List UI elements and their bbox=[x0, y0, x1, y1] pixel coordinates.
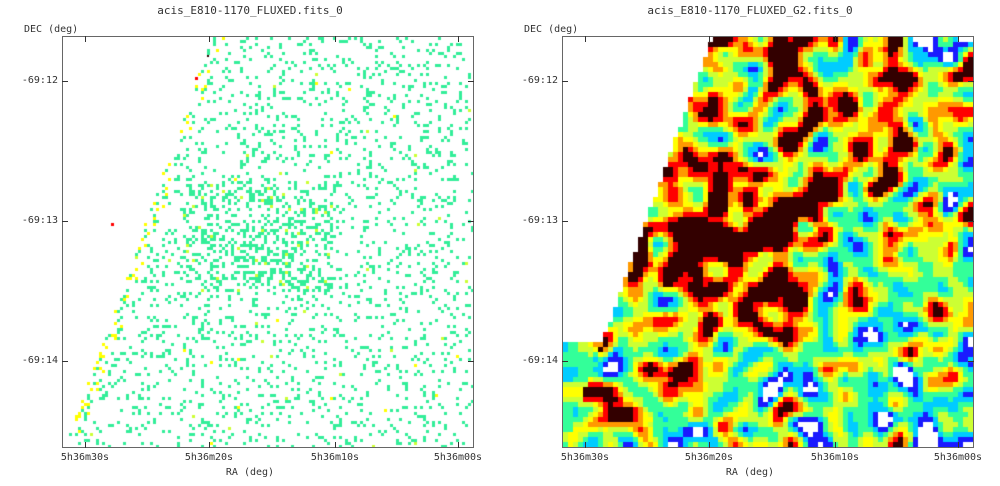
y-tick-mark bbox=[562, 81, 568, 82]
x-tick-mark bbox=[85, 36, 86, 42]
x-tick-mark bbox=[958, 36, 959, 42]
x-tick-label: 5h36m10s bbox=[310, 452, 360, 463]
x-tick-label: 5h36m20s bbox=[684, 452, 734, 463]
y-tick-mark bbox=[562, 361, 568, 362]
y-tick-label: -69:14 bbox=[521, 355, 558, 366]
y-tick-mark bbox=[468, 361, 474, 362]
y-tick-mark bbox=[968, 221, 974, 222]
x-tick-mark bbox=[209, 36, 210, 42]
y-tick-label: -69:13 bbox=[521, 215, 558, 226]
y-tick-mark bbox=[968, 81, 974, 82]
image-frame[interactable] bbox=[562, 36, 974, 448]
x-axis-label: RA (deg) bbox=[725, 467, 775, 478]
y-tick-mark bbox=[62, 361, 68, 362]
image-panel-smoothed: acis_E810-1170_FLUXED_G2.fits_0 DEC (deg… bbox=[500, 0, 1000, 486]
x-tick-mark bbox=[335, 442, 336, 448]
x-tick-mark bbox=[458, 36, 459, 42]
x-tick-mark bbox=[585, 442, 586, 448]
y-tick-label: -69:12 bbox=[521, 75, 558, 86]
x-tick-label: 5h36m30s bbox=[60, 452, 110, 463]
x-tick-mark bbox=[709, 36, 710, 42]
x-tick-mark bbox=[85, 442, 86, 448]
y-tick-mark bbox=[62, 221, 68, 222]
x-tick-mark bbox=[709, 442, 710, 448]
x-tick-mark bbox=[209, 442, 210, 448]
x-tick-mark bbox=[335, 36, 336, 42]
y-tick-mark bbox=[968, 361, 974, 362]
fits-image[interactable] bbox=[563, 37, 973, 447]
y-tick-label: -69:14 bbox=[21, 355, 58, 366]
x-tick-label: 5h36m10s bbox=[810, 452, 860, 463]
fits-image[interactable] bbox=[63, 37, 473, 447]
image-panel-raw: acis_E810-1170_FLUXED.fits_0 DEC (deg) -… bbox=[21, 4, 483, 478]
x-tick-label: 5h36m20s bbox=[184, 452, 234, 463]
y-tick-label: -69:12 bbox=[21, 75, 58, 86]
x-tick-mark bbox=[835, 442, 836, 448]
y-tick-mark bbox=[468, 221, 474, 222]
y-tick-mark bbox=[562, 221, 568, 222]
y-axis-label: DEC (deg) bbox=[524, 24, 579, 35]
y-tick-mark bbox=[468, 81, 474, 82]
x-tick-mark bbox=[458, 442, 459, 448]
x-tick-label: 5h36m00s bbox=[433, 452, 483, 463]
x-axis-label: RA (deg) bbox=[225, 467, 275, 478]
x-tick-mark bbox=[835, 36, 836, 42]
image-frame[interactable] bbox=[62, 36, 474, 448]
x-tick-label: 5h36m30s bbox=[560, 452, 610, 463]
x-tick-mark bbox=[958, 442, 959, 448]
x-tick-mark bbox=[585, 36, 586, 42]
panel-title: acis_E810-1170_FLUXED_G2.fits_0 bbox=[647, 4, 853, 17]
y-axis-label: DEC (deg) bbox=[24, 24, 79, 35]
panel-title: acis_E810-1170_FLUXED.fits_0 bbox=[157, 4, 343, 17]
y-tick-label: -69:13 bbox=[21, 215, 58, 226]
y-tick-mark bbox=[62, 81, 68, 82]
x-tick-label: 5h36m00s bbox=[933, 452, 983, 463]
